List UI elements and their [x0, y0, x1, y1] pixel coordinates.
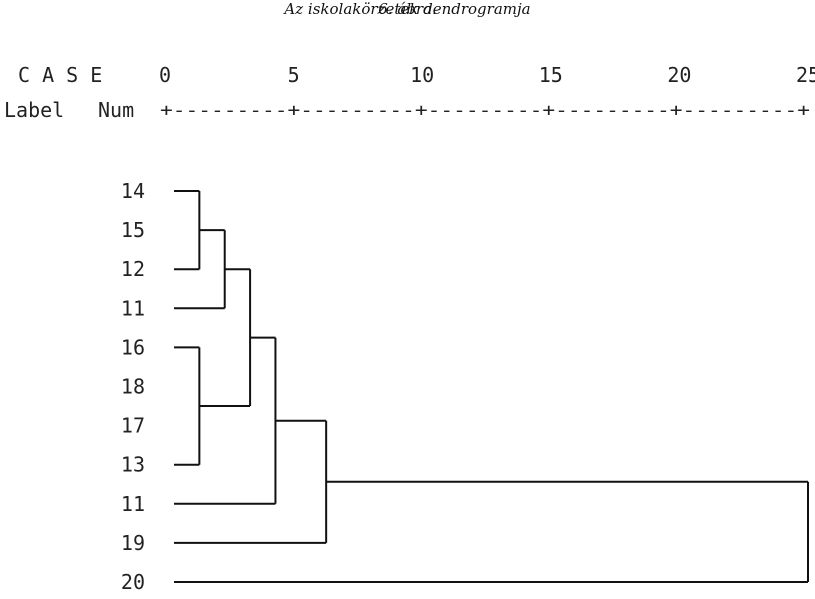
leaf-label: 11	[121, 296, 145, 320]
leaf-label: 19	[121, 531, 145, 555]
leaf-label: 11	[121, 492, 145, 516]
scale-tick-label: 20	[667, 63, 691, 87]
scale-tick-label: 5	[288, 63, 300, 87]
figure-number: 6. ábra.	[378, 0, 437, 18]
leaf-label: 18	[121, 375, 145, 399]
scale-tick-label: 15	[539, 63, 563, 87]
scale-tick-labels: 0 5 10 15 20 25	[159, 63, 815, 87]
leaf-labels: 14 15 12 11 16 18 17 13 11 19 20	[121, 179, 145, 594]
leaf-label: 20	[121, 570, 145, 594]
scale-ruler: +---------+---------+---------+---------…	[160, 100, 810, 121]
scale-tick-label: 25	[796, 63, 815, 87]
figure-title: Az iskolakörzetek dendrogramja	[284, 0, 531, 18]
label-column-header: Label	[4, 98, 64, 122]
leaf-label: 12	[121, 257, 145, 281]
leaf-label: 17	[121, 414, 145, 438]
leaf-label: 15	[121, 218, 145, 242]
leaf-label: 14	[121, 179, 145, 203]
dendrogram-links	[174, 190, 809, 583]
scale-tick-label: 0	[159, 63, 171, 87]
scale-tick-label: 10	[410, 63, 434, 87]
leaf-label: 13	[121, 453, 145, 477]
leaf-label: 16	[121, 335, 145, 359]
num-column-header: Num	[98, 98, 134, 122]
case-header: C A S E	[18, 63, 102, 87]
